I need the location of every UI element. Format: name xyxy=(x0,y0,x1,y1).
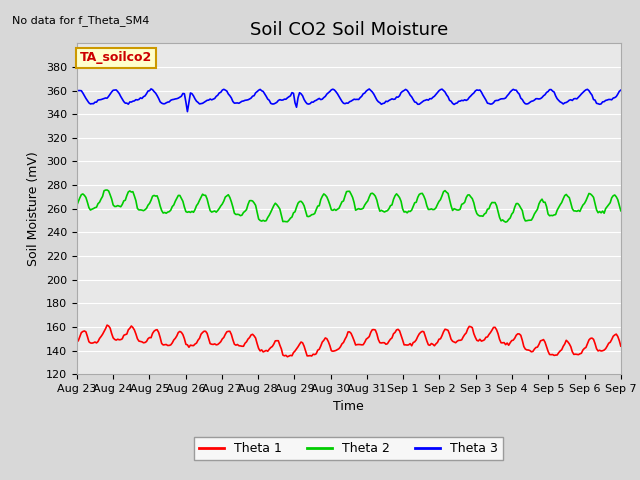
Theta 1 xyxy=(255,346,262,351)
Theta 2 xyxy=(103,187,111,193)
Theta 3 xyxy=(140,94,147,99)
Line: Theta 1: Theta 1 xyxy=(77,325,621,357)
Theta 1 xyxy=(617,343,625,349)
Theta 1 xyxy=(237,343,244,349)
Y-axis label: Soil Moisture (mV): Soil Moisture (mV) xyxy=(28,151,40,266)
Theta 3 xyxy=(184,109,191,115)
Theta 1 xyxy=(314,348,321,353)
Theta 3 xyxy=(256,86,264,92)
Theta 3 xyxy=(617,87,625,93)
X-axis label: Time: Time xyxy=(333,400,364,413)
Theta 1 xyxy=(103,322,111,328)
Theta 2 xyxy=(264,215,271,220)
Text: No data for f_Theta_SM4: No data for f_Theta_SM4 xyxy=(12,15,149,26)
Theta 2 xyxy=(617,208,625,214)
Line: Theta 3: Theta 3 xyxy=(77,89,621,112)
Theta 2 xyxy=(73,203,81,208)
Theta 3 xyxy=(73,87,81,93)
Legend: Theta 1, Theta 2, Theta 3: Theta 1, Theta 2, Theta 3 xyxy=(195,437,503,460)
Theta 1 xyxy=(284,354,291,360)
Theta 1 xyxy=(73,339,81,345)
Theta 3 xyxy=(589,96,597,102)
Text: TA_soilco2: TA_soilco2 xyxy=(79,51,152,64)
Line: Theta 2: Theta 2 xyxy=(77,190,621,222)
Theta 2 xyxy=(141,207,149,213)
Theta 3 xyxy=(238,98,246,104)
Theta 1 xyxy=(264,348,271,354)
Title: Soil CO2 Soil Moisture: Soil CO2 Soil Moisture xyxy=(250,21,448,39)
Theta 1 xyxy=(589,336,597,342)
Theta 3 xyxy=(314,96,321,102)
Theta 2 xyxy=(589,194,597,200)
Theta 2 xyxy=(255,216,262,222)
Theta 2 xyxy=(502,219,509,225)
Theta 1 xyxy=(141,340,149,346)
Theta 2 xyxy=(312,207,320,213)
Theta 2 xyxy=(237,213,244,218)
Theta 3 xyxy=(266,97,273,103)
Theta 3 xyxy=(147,86,155,92)
